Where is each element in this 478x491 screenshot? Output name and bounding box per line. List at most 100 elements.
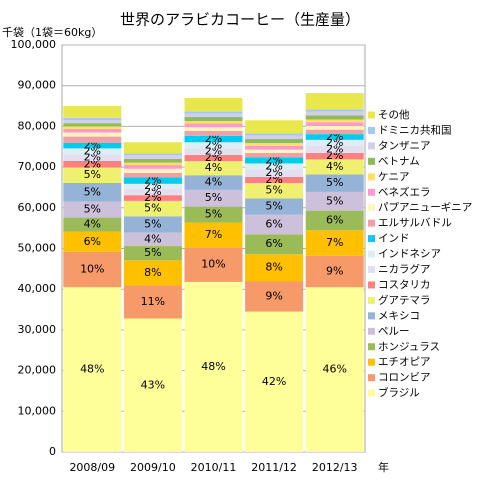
bar-segment xyxy=(245,234,304,255)
bar-segment xyxy=(305,129,364,135)
bar-segment xyxy=(184,123,243,128)
share-label: 8% xyxy=(144,266,161,279)
bar-segment xyxy=(184,135,243,143)
legend-swatch xyxy=(368,389,375,397)
share-label: 42% xyxy=(262,375,286,388)
legend-label: ケニア xyxy=(378,171,410,183)
y-tick-label: 0 xyxy=(49,445,56,458)
share-label: 5% xyxy=(265,184,282,197)
bar-segment xyxy=(63,148,122,155)
y-tick-label: 100,000 xyxy=(11,38,57,51)
bar-segment xyxy=(63,167,122,183)
share-label: 6% xyxy=(326,213,343,226)
bar-segment xyxy=(245,139,304,144)
bar-segment xyxy=(123,216,182,233)
legend-label: ブラジル xyxy=(378,386,420,399)
legend-label: ニカラグア xyxy=(378,263,431,276)
bar-segment xyxy=(305,230,364,256)
legend-swatch xyxy=(368,374,375,382)
bar-segment xyxy=(245,198,304,215)
bar-segment xyxy=(123,232,182,247)
bar-segment xyxy=(305,255,364,288)
bar-segment xyxy=(184,97,243,112)
y-tick-label: 60,000 xyxy=(18,201,57,214)
share-label: 5% xyxy=(144,246,161,259)
legend-label: エチオピア xyxy=(378,356,431,368)
bar-segment xyxy=(63,123,122,127)
legend-label: ペルー xyxy=(378,325,410,337)
y-tick-label: 10,000 xyxy=(18,404,57,417)
bar-segment xyxy=(305,122,364,126)
share-label: 5% xyxy=(84,168,101,181)
bar-segment xyxy=(123,195,182,201)
share-label: 9% xyxy=(265,289,282,302)
bar-segment xyxy=(123,162,182,166)
bar-segment xyxy=(184,127,243,131)
bar-segment xyxy=(245,254,304,282)
legend-swatch xyxy=(368,126,375,134)
bar-segment xyxy=(123,168,182,173)
bar-segment xyxy=(245,169,304,177)
y-tick-label: 70,000 xyxy=(18,160,57,173)
bar-segment xyxy=(305,159,364,175)
legend-label: タンザニア xyxy=(378,140,431,152)
bar-segment xyxy=(184,130,243,136)
bar-segment xyxy=(63,132,122,137)
bar-segment xyxy=(184,206,243,223)
bar-segment xyxy=(123,246,182,261)
bar-segment xyxy=(305,139,364,146)
bar-segment xyxy=(305,119,364,123)
y-tick-label: 40,000 xyxy=(18,282,57,295)
bar-segment xyxy=(245,143,304,146)
bar-segment xyxy=(184,154,243,161)
bar-segment xyxy=(63,136,122,143)
bar-segment xyxy=(123,188,182,196)
bar-segment xyxy=(305,93,364,110)
share-label: 4% xyxy=(205,176,222,189)
bar-segment xyxy=(245,214,304,235)
share-label: 43% xyxy=(141,378,165,391)
bar-segment xyxy=(63,231,122,252)
bar-segment xyxy=(305,125,364,130)
share-label: 6% xyxy=(265,237,282,250)
share-label: 6% xyxy=(84,235,101,248)
bar-segment xyxy=(305,134,364,140)
legend-swatch xyxy=(368,235,375,243)
share-label: 8% xyxy=(265,261,282,274)
bar-segment xyxy=(305,115,364,120)
bar-segment xyxy=(63,120,122,124)
share-label: 5% xyxy=(205,208,222,221)
bar-segment xyxy=(184,175,243,190)
bar-segment xyxy=(63,126,122,129)
bar-segment xyxy=(245,149,304,153)
bar-segment xyxy=(245,133,304,136)
bar-segment xyxy=(123,142,182,154)
legend-label: ドミニカ共和国 xyxy=(378,124,452,136)
legend-swatch xyxy=(368,173,375,181)
y-tick-label: 50,000 xyxy=(18,242,57,255)
bar-segment xyxy=(305,174,364,192)
y-axis-label: 千袋（1袋＝60kg） xyxy=(2,25,102,39)
legend-label: コスタリカ xyxy=(378,279,431,291)
bar-segment xyxy=(245,135,304,140)
legend-swatch xyxy=(368,219,375,227)
bar-segment xyxy=(245,145,304,150)
bar-segment xyxy=(305,109,364,112)
share-label: 10% xyxy=(201,258,225,271)
bar-segment xyxy=(123,153,182,156)
share-label: 11% xyxy=(141,295,165,308)
legend-label: ホンジュラス xyxy=(378,341,440,353)
bar-segment xyxy=(123,183,182,189)
bar-segment xyxy=(305,152,364,160)
legend-swatch xyxy=(368,204,375,212)
bar-segment xyxy=(184,189,243,207)
share-label: 9% xyxy=(326,264,343,277)
bar-segment xyxy=(63,201,122,218)
legend-label: エルサルバドル xyxy=(378,217,452,229)
share-label: 5% xyxy=(326,194,343,207)
bar-segment xyxy=(123,165,182,169)
bar-segment xyxy=(305,191,364,211)
bar-segment xyxy=(245,152,304,158)
bar-segment xyxy=(245,120,304,134)
